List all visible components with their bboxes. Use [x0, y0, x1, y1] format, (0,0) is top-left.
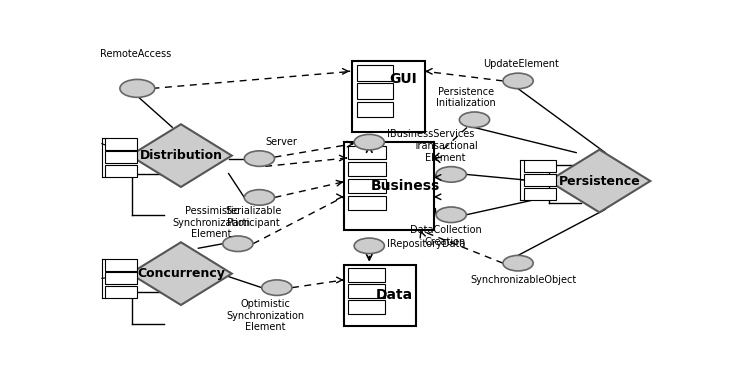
- Text: Persistence: Persistence: [559, 175, 640, 187]
- Bar: [357, 102, 394, 117]
- Text: DataCollection
Creation: DataCollection Creation: [410, 225, 482, 247]
- Bar: [105, 151, 137, 163]
- Circle shape: [244, 151, 274, 166]
- Bar: [348, 300, 385, 314]
- Bar: [524, 187, 556, 199]
- Bar: [105, 286, 137, 298]
- Circle shape: [262, 280, 292, 295]
- Circle shape: [354, 134, 384, 150]
- Text: Optimistic
Synchronization
Element: Optimistic Synchronization Element: [226, 299, 304, 332]
- Bar: [524, 160, 556, 172]
- Bar: [357, 65, 394, 81]
- Circle shape: [120, 80, 154, 97]
- Text: Persistence
Initialization: Persistence Initialization: [436, 87, 496, 108]
- Polygon shape: [130, 242, 232, 305]
- Circle shape: [244, 190, 274, 205]
- Polygon shape: [548, 150, 650, 212]
- Text: Server: Server: [266, 137, 297, 147]
- Text: Concurrency: Concurrency: [137, 267, 225, 280]
- Bar: [348, 196, 386, 210]
- Text: RemoteAccess: RemoteAccess: [100, 49, 171, 59]
- Bar: [348, 268, 385, 282]
- Bar: [348, 146, 386, 159]
- Bar: [105, 138, 137, 150]
- Text: SynchronizableObject: SynchronizableObject: [471, 275, 577, 284]
- Circle shape: [436, 207, 466, 223]
- Circle shape: [503, 255, 533, 271]
- Text: Distribution: Distribution: [140, 149, 223, 162]
- Bar: [105, 259, 137, 271]
- Text: Business: Business: [370, 179, 440, 193]
- Bar: [348, 179, 386, 193]
- Bar: [524, 174, 556, 186]
- Circle shape: [459, 112, 490, 128]
- Bar: [352, 62, 425, 132]
- Text: Data: Data: [376, 288, 413, 302]
- Text: Pessimistic
Synchronization
Element: Pessimistic Synchronization Element: [172, 206, 250, 239]
- Bar: [344, 142, 433, 230]
- Bar: [105, 272, 137, 284]
- Text: Transactional
Element: Transactional Element: [413, 142, 478, 163]
- Bar: [348, 284, 385, 298]
- Text: IBusinessServices: IBusinessServices: [387, 129, 474, 139]
- Text: Serializable
Participant: Serializable Participant: [226, 206, 282, 228]
- Circle shape: [503, 73, 533, 89]
- Bar: [348, 163, 386, 176]
- Bar: [344, 265, 416, 326]
- Circle shape: [223, 236, 253, 251]
- Text: IRepositoryData: IRepositoryData: [387, 239, 465, 249]
- Polygon shape: [130, 124, 232, 187]
- Text: GUI: GUI: [389, 72, 417, 86]
- Bar: [105, 165, 137, 177]
- Text: UpdateElement: UpdateElement: [483, 59, 559, 69]
- Circle shape: [354, 238, 384, 254]
- Bar: [357, 83, 394, 99]
- Circle shape: [436, 167, 466, 182]
